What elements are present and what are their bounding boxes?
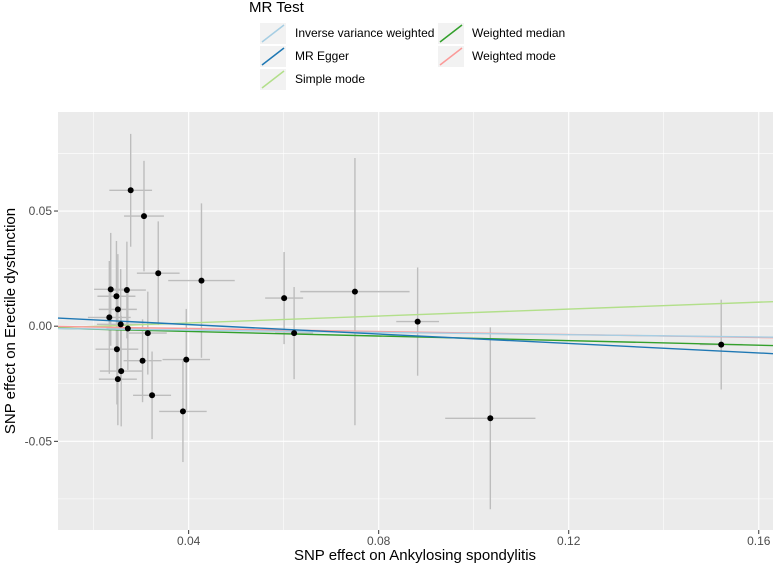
data-point — [123, 287, 130, 294]
data-point — [155, 270, 162, 277]
data-point — [351, 288, 358, 295]
y-axis-title: SNP effect on Erectile dysfunction — [2, 208, 19, 434]
data-point — [113, 293, 120, 300]
legend-label: Weighted mode — [472, 49, 556, 63]
legend-key-line — [261, 70, 285, 89]
data-point — [113, 346, 120, 353]
data-point — [117, 321, 124, 328]
legend-label: Weighted median — [472, 26, 565, 40]
gridlines — [58, 112, 773, 530]
fit-line-mr-egger — [57, 317, 773, 355]
legend-key-line — [439, 47, 463, 66]
data-point — [291, 330, 298, 337]
data-point — [107, 286, 114, 293]
data-point — [114, 306, 121, 313]
y-tick-label: 0.00 — [29, 319, 53, 333]
legend-key-line — [261, 47, 285, 66]
data-point — [487, 415, 494, 422]
data-point — [149, 392, 156, 399]
fit-line-inverse-variance-weighted — [57, 327, 773, 338]
fit-line-weighted-median — [57, 327, 773, 347]
legend-label: Simple mode — [295, 72, 365, 86]
legend-entry-mr-egger: MR Egger — [260, 46, 349, 67]
data-point — [281, 295, 288, 302]
legend-entry-weighted-mode: Weighted mode — [438, 46, 556, 67]
legend-label: MR Egger — [295, 49, 349, 63]
data-point — [198, 277, 205, 284]
y-tick-label: -0.05 — [25, 434, 53, 448]
data-point — [118, 368, 125, 375]
data-point — [414, 318, 421, 325]
x-tick-label: 0.16 — [747, 534, 771, 548]
x-tick-label: 0.12 — [557, 534, 581, 548]
legend-key-line — [261, 24, 285, 43]
legend-entry-inverse-variance-weighted: Inverse variance weighted — [260, 23, 434, 44]
legend-key-line — [439, 24, 463, 43]
x-axis-title: SNP effect on Ankylosing spondylitis — [294, 547, 536, 564]
legend: MR Test Inverse variance weighted MR Egg… — [249, 0, 565, 90]
data-point — [124, 325, 131, 332]
legend-title: MR Test — [249, 0, 305, 16]
data-point — [114, 376, 121, 383]
data-point — [183, 356, 190, 363]
legend-label: Inverse variance weighted — [295, 26, 434, 40]
data-points — [106, 187, 725, 422]
y-tick-label: 0.05 — [29, 204, 53, 218]
data-point — [127, 187, 134, 194]
x-tick-label: 0.04 — [177, 534, 201, 548]
legend-entry-simple-mode: Simple mode — [260, 69, 365, 90]
data-point — [139, 357, 146, 364]
data-point — [140, 213, 147, 220]
data-point — [718, 341, 725, 348]
data-point — [144, 330, 151, 337]
x-tick-label: 0.08 — [367, 534, 391, 548]
axis-ticks: 0.04 0.08 0.12 0.16 -0.05 0.00 0.05 — [25, 204, 771, 548]
legend-entry-weighted-median: Weighted median — [438, 23, 565, 44]
regression-lines — [57, 300, 773, 355]
data-point — [106, 314, 113, 321]
data-point — [179, 408, 186, 415]
